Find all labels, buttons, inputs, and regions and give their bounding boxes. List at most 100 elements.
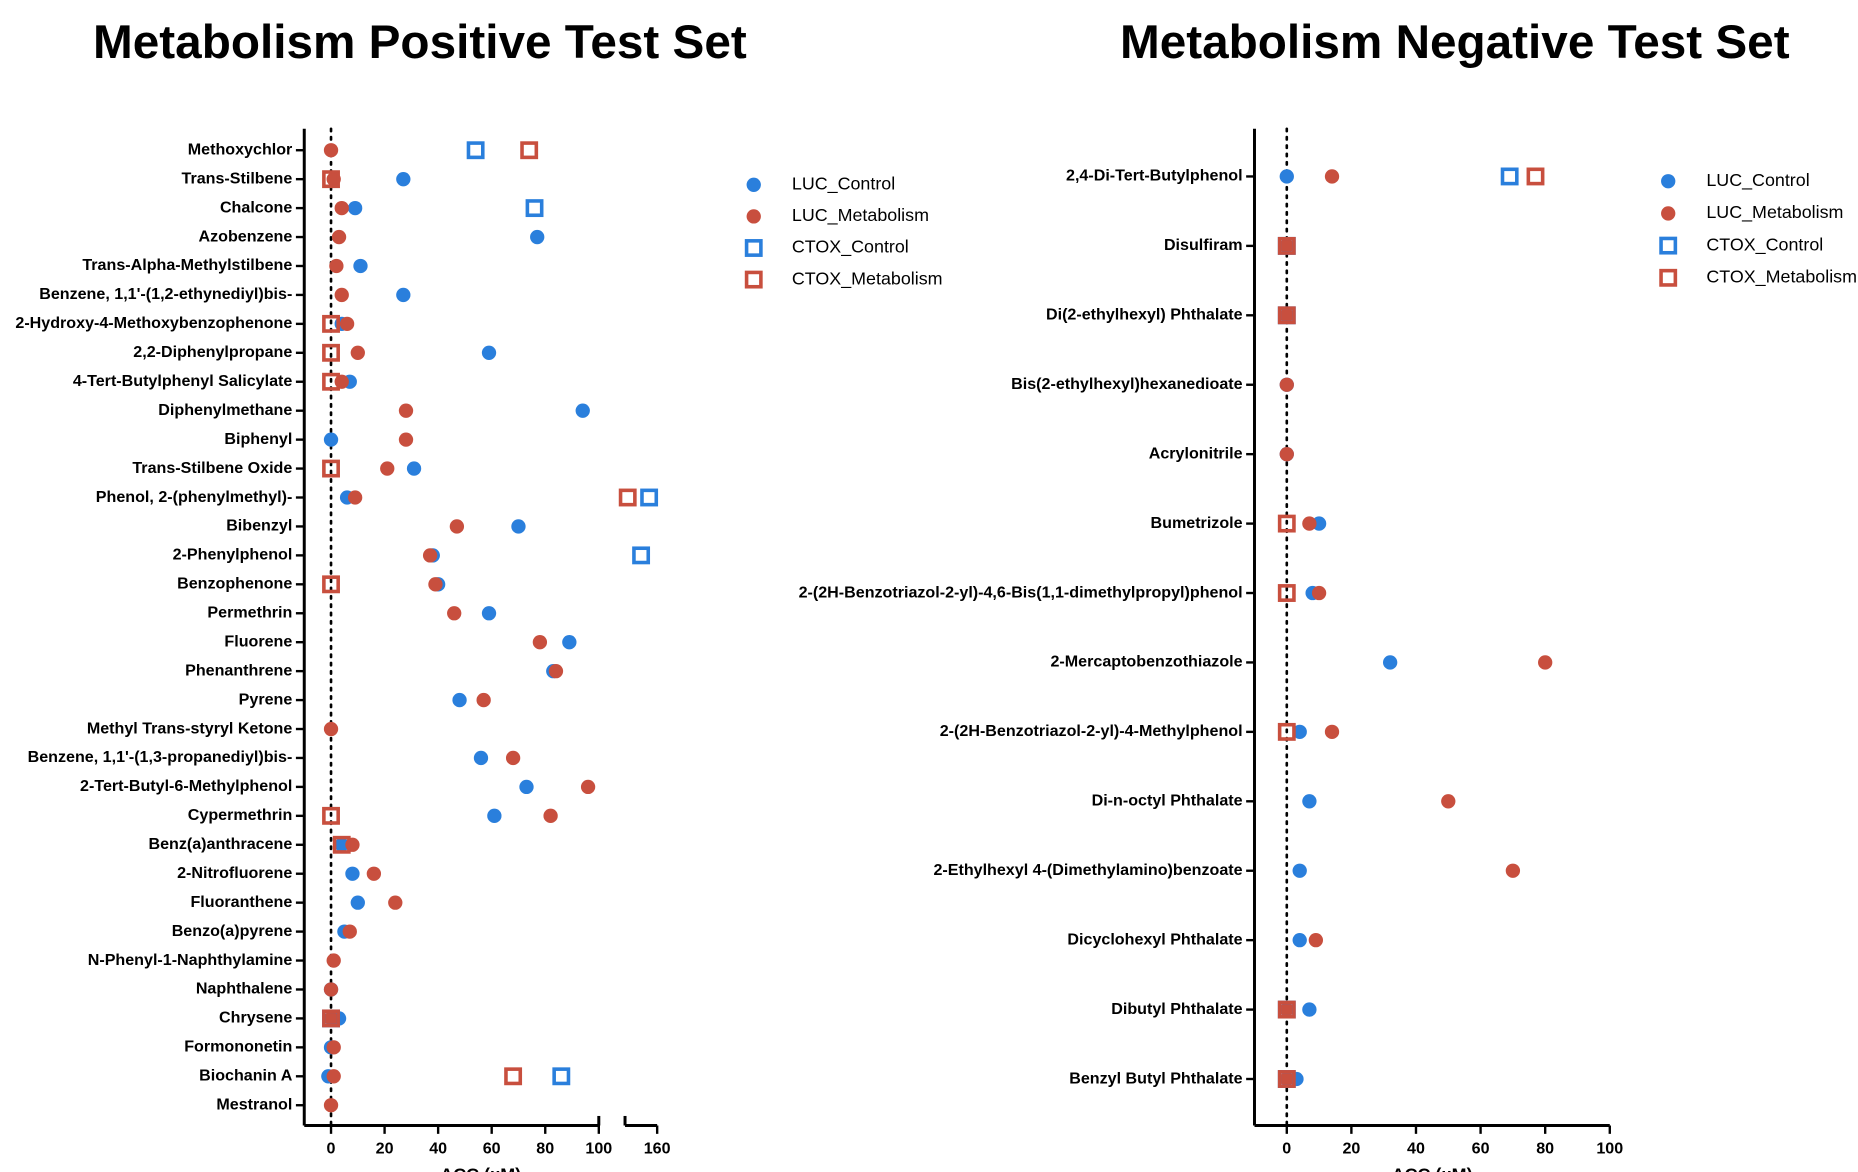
y-tick-label: Benzyl Butyl Phthalate bbox=[1069, 1069, 1242, 1087]
point bbox=[481, 606, 497, 621]
legend-label: CTOX_Metabolism bbox=[792, 268, 943, 289]
point bbox=[326, 1069, 341, 1084]
point bbox=[1279, 169, 1294, 184]
point bbox=[323, 432, 339, 447]
point bbox=[322, 459, 340, 478]
point bbox=[481, 345, 497, 360]
point bbox=[1538, 655, 1553, 670]
point bbox=[323, 1011, 339, 1026]
point bbox=[326, 953, 341, 968]
x-tick-label: 100 bbox=[1596, 1140, 1623, 1158]
point bbox=[562, 635, 577, 650]
y-tick-label: Pyrene bbox=[239, 690, 293, 708]
x-tick-label: 40 bbox=[1407, 1140, 1425, 1158]
point bbox=[331, 229, 347, 245]
chart-title: Metabolism Positive Test Set bbox=[93, 16, 747, 69]
legend-label: CTOX_Metabolism bbox=[1706, 267, 1857, 288]
y-tick-label: 2-Phenylphenol bbox=[173, 546, 293, 564]
point bbox=[322, 372, 340, 391]
legend-label: LUC_Control bbox=[1706, 170, 1809, 191]
point bbox=[396, 287, 411, 303]
legend-marker bbox=[746, 177, 761, 192]
point bbox=[1324, 169, 1340, 184]
x-tick-label: 60 bbox=[1472, 1140, 1490, 1158]
y-tick-label: Bis(2-ethylhexyl)hexanedioate bbox=[1011, 375, 1242, 393]
point bbox=[548, 663, 564, 679]
y-tick-label: 2-(2H-Benzotriazol-2-yl)-4-Methylphenol bbox=[940, 722, 1243, 740]
point bbox=[1279, 377, 1294, 392]
x-tick-label: 20 bbox=[1342, 1140, 1360, 1158]
point bbox=[1277, 306, 1296, 325]
y-tick-label: Permethrin bbox=[207, 604, 292, 622]
point bbox=[322, 343, 340, 362]
point bbox=[380, 461, 395, 476]
y-tick-label: Chrysene bbox=[219, 1009, 292, 1027]
point bbox=[1277, 514, 1296, 533]
point bbox=[1382, 655, 1398, 670]
x-tick-label: 0 bbox=[327, 1140, 336, 1158]
point bbox=[1277, 722, 1296, 741]
point bbox=[323, 721, 339, 737]
point bbox=[504, 1067, 523, 1086]
x-axis-label: ACC (µM) bbox=[1392, 1164, 1473, 1172]
y-tick-label: 2-Tert-Butyl-6-Methylphenol bbox=[80, 777, 292, 795]
y-tick-label: Trans-Alpha-Methylstilbene bbox=[82, 256, 292, 274]
point bbox=[396, 172, 411, 187]
point bbox=[323, 1098, 339, 1113]
y-tick-label: Fluorene bbox=[224, 632, 292, 650]
y-tick-label: Cypermethrin bbox=[188, 806, 293, 824]
point bbox=[347, 490, 363, 505]
point bbox=[1277, 236, 1296, 255]
point bbox=[1505, 863, 1521, 878]
y-tick-label: Di(2-ethylhexyl) Phthalate bbox=[1046, 306, 1243, 324]
y-tick-label: Trans-Stilbene bbox=[182, 169, 293, 187]
chart-title: Metabolism Negative Test Set bbox=[1120, 16, 1790, 69]
x-tick-label: 160 bbox=[644, 1140, 671, 1158]
point bbox=[487, 808, 502, 823]
y-tick-label: Biphenyl bbox=[224, 430, 292, 448]
point bbox=[334, 200, 349, 216]
point bbox=[1302, 1002, 1317, 1017]
legend-label: CTOX_Control bbox=[792, 237, 909, 258]
y-tick-label: Bumetrizole bbox=[1151, 514, 1243, 532]
point bbox=[552, 1067, 571, 1086]
legend-label: LUC_Control bbox=[792, 174, 895, 195]
point bbox=[1324, 724, 1340, 740]
legend-label: LUC_Metabolism bbox=[792, 205, 929, 226]
y-tick-label: Methyl Trans-styryl Ketone bbox=[87, 719, 293, 737]
y-tick-label: 2-Mercaptobenzothiazole bbox=[1050, 653, 1242, 671]
y-tick-label: Diphenylmethane bbox=[158, 401, 292, 419]
legend-marker bbox=[744, 270, 763, 289]
y-tick-label: Chalcone bbox=[220, 198, 292, 216]
x-tick-label: 20 bbox=[376, 1140, 394, 1158]
y-tick-label: N-Phenyl-1-Naphthylamine bbox=[88, 951, 293, 969]
point bbox=[505, 750, 521, 766]
point bbox=[520, 141, 539, 160]
point bbox=[447, 606, 462, 621]
point bbox=[406, 461, 422, 476]
point bbox=[422, 548, 438, 563]
point bbox=[353, 258, 368, 274]
legend-marker bbox=[746, 209, 761, 224]
legend-label: CTOX_Control bbox=[1706, 234, 1823, 255]
point bbox=[322, 314, 340, 333]
x-axis-label: ACC (µM) bbox=[440, 1164, 521, 1172]
point bbox=[1279, 1002, 1294, 1017]
point bbox=[1292, 932, 1307, 948]
point bbox=[618, 488, 637, 507]
point bbox=[323, 143, 339, 158]
point bbox=[1292, 724, 1307, 740]
point bbox=[519, 779, 534, 795]
y-tick-label: Fluoranthene bbox=[190, 893, 292, 911]
y-tick-label: Benzophenone bbox=[177, 575, 292, 593]
y-tick-label: Dibutyl Phthalate bbox=[1111, 1000, 1242, 1018]
point bbox=[466, 141, 485, 160]
legend-marker bbox=[1661, 174, 1676, 189]
y-tick-label: Azobenzene bbox=[199, 227, 293, 245]
x-tick-label: 80 bbox=[536, 1140, 554, 1158]
x-tick-label: 100 bbox=[585, 1140, 612, 1158]
point bbox=[322, 575, 340, 594]
y-tick-label: Dicyclohexyl Phthalate bbox=[1067, 930, 1242, 948]
